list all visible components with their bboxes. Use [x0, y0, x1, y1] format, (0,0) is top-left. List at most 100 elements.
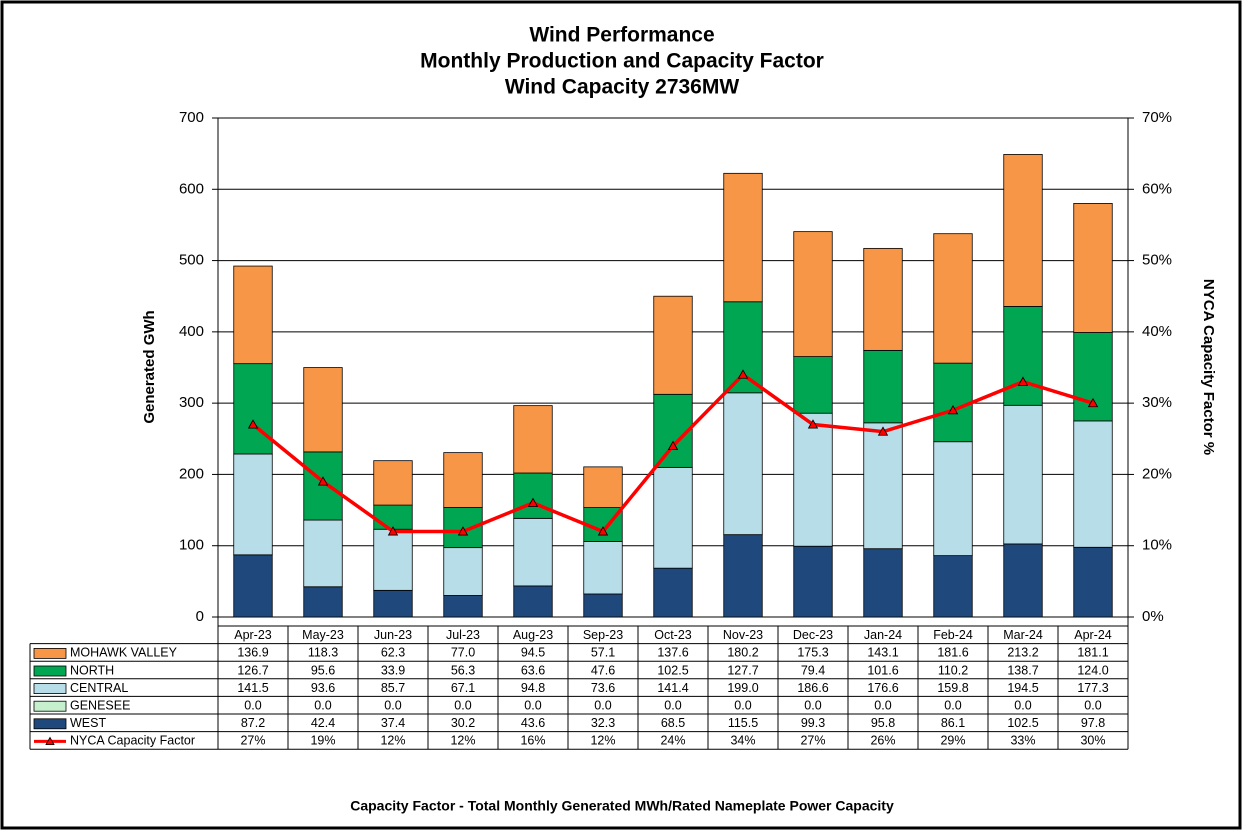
bar-segment — [723, 534, 763, 618]
legend-swatch — [33, 665, 67, 677]
table-cell: 0.0 — [524, 698, 541, 712]
bar-segment — [303, 367, 343, 453]
bar-segment — [793, 545, 833, 618]
table-cell: 0.0 — [1014, 698, 1031, 712]
table-cell: 101.6 — [867, 663, 898, 677]
legend-swatch — [33, 718, 67, 730]
table-cell: 12% — [450, 734, 475, 748]
table-cell: 99.3 — [801, 716, 825, 730]
bar-segment — [723, 392, 763, 536]
line-marker — [457, 526, 469, 536]
chart-subtitle: Monthly Production and Capacity Factor — [420, 50, 824, 73]
table-cell: 27% — [800, 734, 825, 748]
y2-tick-label: 60% — [1142, 180, 1172, 197]
y-tick-label: 500 — [179, 252, 204, 269]
bar-segment — [233, 554, 273, 618]
line-marker — [247, 419, 259, 429]
table-cell: 0.0 — [384, 698, 401, 712]
table-cell: 79.4 — [801, 663, 825, 677]
line-marker — [387, 526, 399, 536]
legend-marker — [45, 736, 55, 745]
table-cell: 0.0 — [944, 698, 961, 712]
table-cell: 181.1 — [1077, 646, 1108, 660]
table-cell: 0.0 — [454, 698, 471, 712]
bar-segment — [933, 441, 973, 557]
table-cell: 42.4 — [311, 716, 335, 730]
bar-segment — [933, 362, 973, 443]
bar-segment — [793, 356, 833, 414]
bar-segment — [933, 555, 973, 618]
y-axis-label: Generated GWh — [141, 310, 158, 423]
bar-segment — [443, 547, 483, 596]
table-cell: 27% — [240, 734, 265, 748]
bar-segment — [1003, 404, 1043, 545]
table-cell: 94.5 — [521, 646, 545, 660]
legend-swatch — [33, 700, 67, 712]
table-cell: 62.3 — [381, 646, 405, 660]
y2-tick-label: 30% — [1142, 394, 1172, 411]
table-cell: 95.8 — [871, 716, 895, 730]
bar-segment — [303, 586, 343, 618]
table-cell: 177.3 — [1077, 681, 1108, 695]
table-cell: 94.8 — [521, 681, 545, 695]
table-cell: 63.6 — [521, 663, 545, 677]
table-cell: 127.7 — [727, 663, 758, 677]
table-cell: 115.5 — [728, 716, 758, 730]
bar-segment — [1003, 543, 1043, 618]
bar-segment — [723, 172, 763, 303]
bar-segment — [303, 451, 343, 521]
table-cell: 199.0 — [727, 681, 758, 695]
bar-segment — [373, 528, 413, 591]
bar-segment — [583, 541, 623, 595]
table-cell: 56.3 — [451, 663, 475, 677]
table-cell: 12% — [590, 734, 615, 748]
table-cell: 19% — [310, 734, 335, 748]
table-cell: 95.6 — [311, 663, 335, 677]
legend-label: GENESEE — [70, 698, 130, 712]
table-cell: 138.7 — [1007, 663, 1038, 677]
bar-segment — [1073, 332, 1113, 422]
bar-segment — [1073, 203, 1113, 333]
line-marker — [737, 369, 749, 379]
table-cell: 87.2 — [241, 716, 265, 730]
bar-segment — [443, 595, 483, 618]
table-cell: 126.7 — [237, 663, 268, 677]
table-cell: 118.3 — [308, 646, 338, 660]
bar-segment — [303, 519, 343, 588]
table-cell: 0.0 — [1084, 698, 1101, 712]
x-tick-label: Aug-23 — [513, 628, 553, 642]
table-cell: 77.0 — [451, 646, 475, 660]
y2-tick-label: 10% — [1142, 537, 1172, 554]
bar-segment — [863, 548, 903, 618]
x-tick-label: Mar-24 — [1003, 628, 1043, 642]
table-cell: 213.2 — [1007, 646, 1038, 660]
x-tick-label: Jul-23 — [446, 628, 480, 642]
table-cell: 32.3 — [591, 716, 615, 730]
table-cell: 0.0 — [874, 698, 891, 712]
legend-label: MOHAWK VALLEY — [70, 646, 178, 660]
x-tick-label: Oct-23 — [654, 628, 692, 642]
bar-segment — [513, 517, 553, 587]
bar-segment — [1003, 306, 1043, 406]
bar-segment — [1073, 546, 1113, 618]
table-cell: 0.0 — [804, 698, 821, 712]
bar-segment — [583, 593, 623, 618]
table-cell: 102.5 — [657, 663, 688, 677]
y2-tick-label: 20% — [1142, 465, 1172, 482]
y-tick-label: 300 — [179, 394, 204, 411]
bar-segment — [863, 349, 903, 424]
bar-segment — [233, 363, 273, 455]
y-tick-label: 0 — [196, 608, 204, 625]
bar-segment — [863, 247, 903, 351]
x-tick-label: Apr-24 — [1074, 628, 1112, 642]
y2-tick-label: 50% — [1142, 252, 1172, 269]
table-cell: 29% — [940, 734, 965, 748]
y-tick-label: 200 — [179, 465, 204, 482]
table-cell: 0.0 — [594, 698, 611, 712]
x-tick-label: Jan-24 — [864, 628, 902, 642]
bar-segment — [583, 466, 623, 508]
y2-tick-label: 40% — [1142, 323, 1172, 340]
x-tick-label: Sep-23 — [583, 628, 623, 642]
legend-label: WEST — [70, 716, 106, 730]
bar-segment — [933, 233, 973, 364]
